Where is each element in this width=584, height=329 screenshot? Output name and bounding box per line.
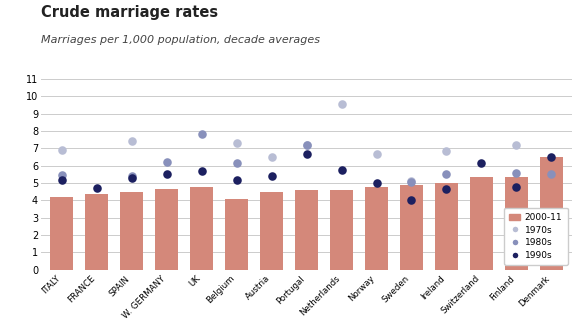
Point — [442, 187, 451, 192]
Bar — [400, 185, 423, 270]
Bar — [330, 190, 353, 270]
Bar — [50, 197, 73, 270]
Point — [512, 170, 521, 175]
Point — [547, 154, 556, 160]
Point — [232, 177, 241, 182]
Point — [407, 180, 416, 185]
Bar — [365, 188, 388, 270]
Point — [372, 152, 381, 157]
Bar — [155, 189, 178, 270]
Bar — [85, 194, 108, 270]
Point — [57, 177, 67, 182]
Bar — [435, 183, 458, 270]
Bar — [190, 187, 213, 270]
Point — [57, 147, 67, 153]
Point — [372, 180, 381, 186]
Point — [337, 101, 346, 107]
Point — [512, 142, 521, 147]
Point — [547, 172, 556, 177]
Point — [302, 142, 311, 147]
Point — [512, 184, 521, 189]
Point — [267, 154, 276, 160]
Point — [197, 132, 206, 137]
Point — [57, 173, 67, 178]
Point — [232, 140, 241, 146]
Point — [127, 139, 137, 144]
Point — [127, 173, 137, 179]
Bar — [260, 192, 283, 270]
Point — [267, 173, 276, 179]
Point — [232, 161, 241, 166]
Point — [162, 172, 172, 177]
Point — [127, 175, 137, 181]
Bar — [470, 177, 493, 270]
Point — [407, 179, 416, 184]
Point — [92, 186, 102, 191]
Point — [197, 168, 206, 173]
Point — [477, 161, 486, 166]
Point — [407, 198, 416, 203]
Point — [337, 167, 346, 173]
Bar — [120, 192, 143, 270]
Text: Marriages per 1,000 population, decade averages: Marriages per 1,000 population, decade a… — [41, 35, 320, 44]
Point — [442, 148, 451, 154]
Legend: 2000-11, 1970s, 1980s, 1990s: 2000-11, 1970s, 1980s, 1990s — [504, 208, 568, 265]
Point — [302, 142, 311, 147]
Bar — [225, 199, 248, 270]
Point — [302, 151, 311, 156]
Point — [442, 172, 451, 177]
Bar — [505, 177, 528, 270]
Bar — [540, 157, 563, 270]
Point — [162, 160, 172, 165]
Bar — [296, 190, 318, 270]
Text: Crude marriage rates: Crude marriage rates — [41, 5, 218, 20]
